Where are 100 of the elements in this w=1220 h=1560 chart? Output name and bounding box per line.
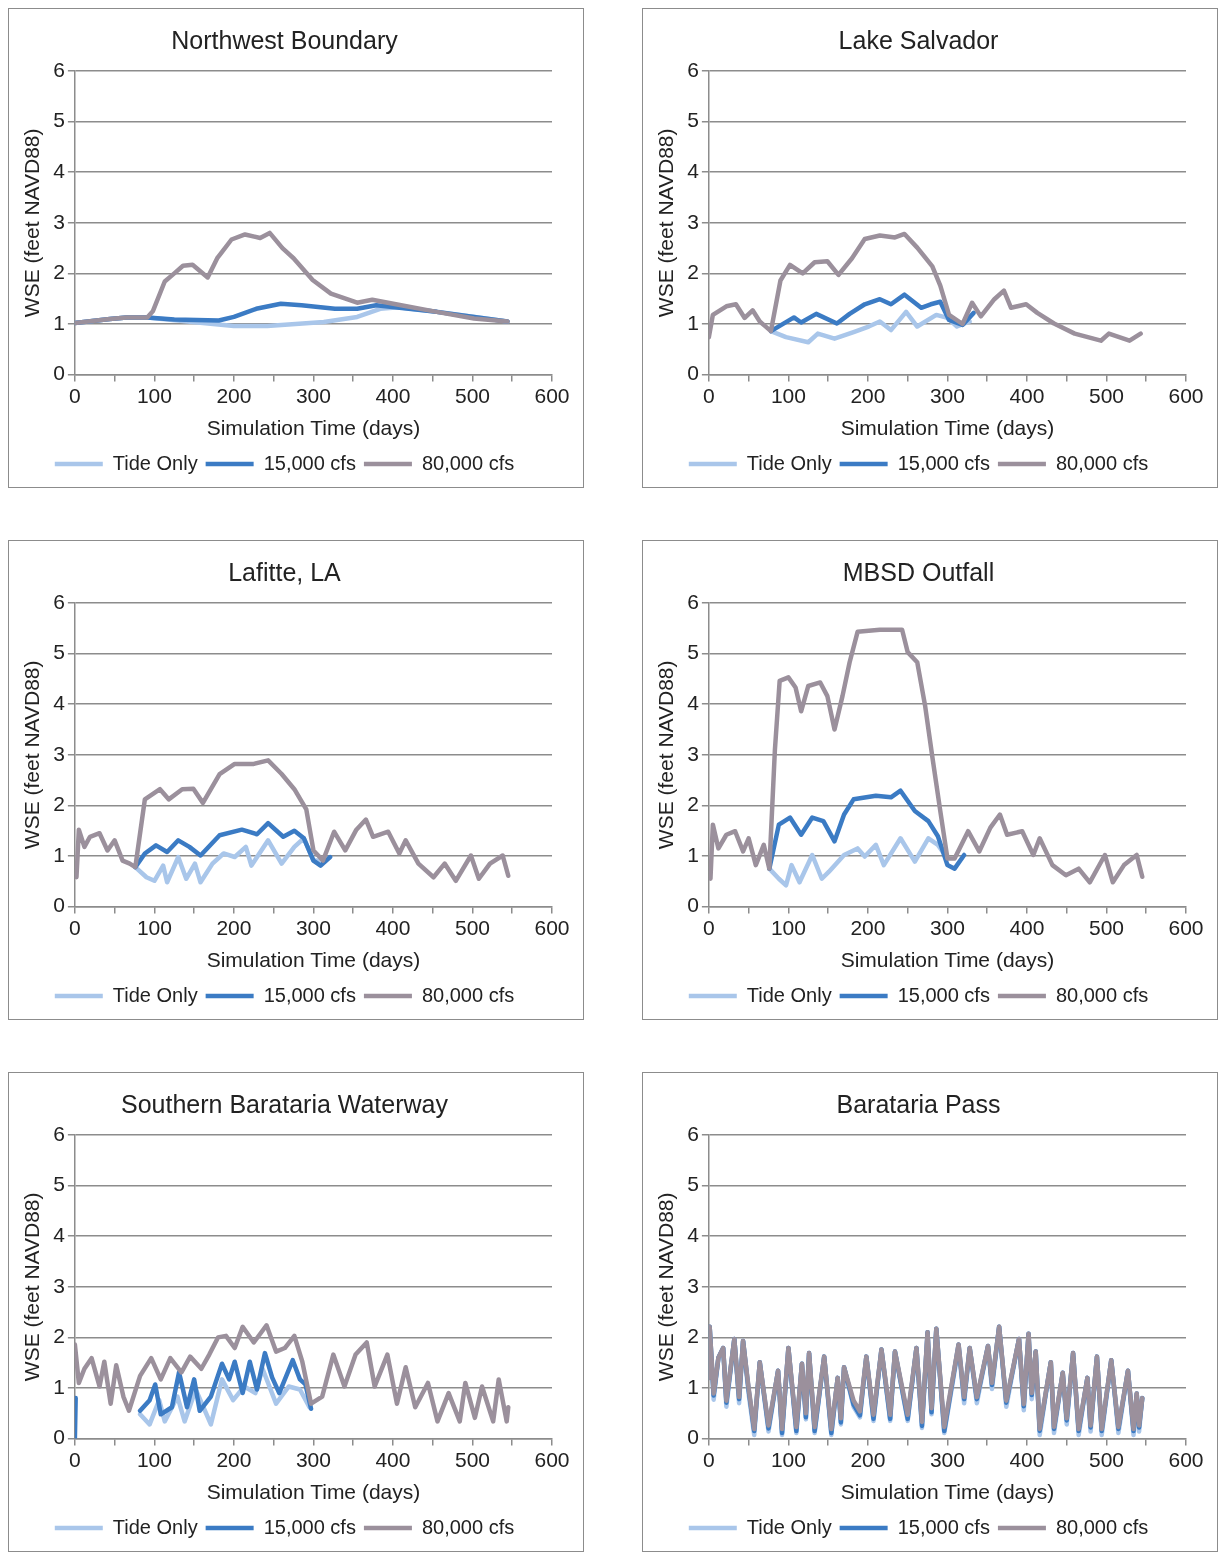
legend-label: Tide Only xyxy=(746,983,832,1006)
x-tick-label: 500 xyxy=(1088,384,1124,407)
legend-label: 80,000 cfs xyxy=(421,451,515,474)
y-tick-label: 2 xyxy=(687,260,699,284)
x-axis-title: Simulation Time (days) xyxy=(840,1480,1055,1504)
x-tick-label: 300 xyxy=(295,384,331,407)
y-tick-label: 3 xyxy=(53,741,65,765)
x-tick-label: 400 xyxy=(375,1448,411,1471)
x-tick-label: 500 xyxy=(454,384,490,407)
x-tick-label: 500 xyxy=(454,916,490,939)
y-tick-label: 5 xyxy=(687,1172,699,1196)
legend-label: 80,000 cfs xyxy=(1055,983,1149,1006)
legend-label: 15,000 cfs xyxy=(897,1515,990,1538)
y-tick-label: 4 xyxy=(53,1223,66,1246)
x-tick-label: 0 xyxy=(703,916,715,939)
y-tick-label: 1 xyxy=(53,310,65,334)
y-tick-label: 3 xyxy=(53,1273,65,1297)
x-axis-title: Simulation Time (days) xyxy=(840,948,1055,972)
chart-title: Barataria Pass xyxy=(836,1089,1001,1118)
x-axis-title: Simulation Time (days) xyxy=(206,416,421,440)
legend-label: 15,000 cfs xyxy=(897,983,990,1006)
x-tick-label: 300 xyxy=(929,1448,965,1471)
x-tick-label: 400 xyxy=(375,916,411,939)
y-axis-title: WSE (feet NAVD88) xyxy=(20,128,44,318)
y-tick-label: 1 xyxy=(53,1374,65,1398)
y-tick-label: 4 xyxy=(53,159,66,182)
y-tick-label: 0 xyxy=(687,893,699,917)
chart-title: Lake Salvador xyxy=(838,25,999,54)
x-tick-label: 200 xyxy=(216,916,252,939)
x-tick-label: 200 xyxy=(216,384,252,407)
x-tick-label: 0 xyxy=(69,1448,81,1471)
x-tick-label: 0 xyxy=(703,1448,715,1471)
x-tick-label: 100 xyxy=(770,384,806,407)
x-tick-label: 500 xyxy=(454,1448,490,1471)
legend-label: 15,000 cfs xyxy=(263,1515,356,1538)
x-tick-label: 200 xyxy=(850,916,886,939)
y-tick-label: 2 xyxy=(53,1324,65,1348)
x-tick-label: 0 xyxy=(69,384,81,407)
legend-label: Tide Only xyxy=(112,451,198,474)
chart-title: Northwest Boundary xyxy=(171,25,399,54)
y-tick-label: 6 xyxy=(687,1121,699,1145)
x-tick-label: 300 xyxy=(295,1448,331,1471)
legend-label: 15,000 cfs xyxy=(897,451,990,474)
x-tick-label: 100 xyxy=(136,916,172,939)
y-tick-label: 5 xyxy=(687,640,699,664)
x-tick-label: 400 xyxy=(1009,384,1045,407)
x-tick-label: 100 xyxy=(136,1448,172,1471)
y-tick-label: 5 xyxy=(53,1172,65,1196)
legend-label: 80,000 cfs xyxy=(421,983,515,1006)
x-tick-label: 200 xyxy=(850,384,886,407)
x-axis-title: Simulation Time (days) xyxy=(206,1480,421,1504)
x-tick-label: 600 xyxy=(1168,916,1204,939)
x-tick-label: 600 xyxy=(1168,384,1204,407)
y-tick-label: 3 xyxy=(687,741,699,765)
x-tick-label: 0 xyxy=(69,916,81,939)
y-tick-label: 2 xyxy=(687,792,699,816)
legend-label: 15,000 cfs xyxy=(263,983,356,1006)
x-tick-label: 400 xyxy=(375,384,411,407)
x-tick-label: 200 xyxy=(850,1448,886,1471)
x-tick-label: 500 xyxy=(1088,916,1124,939)
y-tick-label: 2 xyxy=(687,1324,699,1348)
y-tick-label: 3 xyxy=(53,209,65,233)
y-tick-label: 0 xyxy=(687,1425,699,1449)
y-tick-label: 1 xyxy=(53,842,65,866)
chart-title: Southern Barataria Waterway xyxy=(120,1089,449,1118)
y-axis-title: WSE (feet NAVD88) xyxy=(20,660,44,850)
y-tick-label: 6 xyxy=(687,589,699,613)
x-tick-label: 100 xyxy=(770,916,806,939)
y-tick-label: 3 xyxy=(687,1273,699,1297)
legend-label: 80,000 cfs xyxy=(1055,451,1149,474)
y-tick-label: 5 xyxy=(53,108,65,132)
x-tick-label: 600 xyxy=(534,1448,570,1471)
legend-label: 80,000 cfs xyxy=(1055,1515,1149,1538)
y-axis-title: WSE (feet NAVD88) xyxy=(654,1192,678,1382)
x-tick-label: 600 xyxy=(1168,1448,1204,1471)
y-tick-label: 0 xyxy=(53,1425,65,1449)
y-tick-label: 6 xyxy=(53,589,65,613)
chart-title: Lafitte, LA xyxy=(228,557,342,586)
y-tick-label: 0 xyxy=(53,361,65,385)
legend-label: 80,000 cfs xyxy=(421,1515,515,1538)
x-axis-title: Simulation Time (days) xyxy=(840,416,1055,440)
x-tick-label: 300 xyxy=(929,916,965,939)
legend-label: Tide Only xyxy=(746,1515,832,1538)
x-axis-title: Simulation Time (days) xyxy=(206,948,421,972)
y-tick-label: 0 xyxy=(687,361,699,385)
legend-label: Tide Only xyxy=(112,983,198,1006)
x-tick-label: 600 xyxy=(534,384,570,407)
y-tick-label: 6 xyxy=(53,1121,65,1145)
y-axis-title: WSE (feet NAVD88) xyxy=(654,128,678,318)
x-tick-label: 100 xyxy=(770,1448,806,1471)
x-tick-label: 200 xyxy=(216,1448,252,1471)
x-tick-label: 400 xyxy=(1009,1448,1045,1471)
legend-label: Tide Only xyxy=(112,1515,198,1538)
y-tick-label: 6 xyxy=(687,57,699,81)
y-tick-label: 5 xyxy=(53,640,65,664)
x-tick-label: 600 xyxy=(534,916,570,939)
y-axis-title: WSE (feet NAVD88) xyxy=(654,660,678,850)
y-tick-label: 1 xyxy=(687,842,699,866)
y-tick-label: 5 xyxy=(687,108,699,132)
x-tick-label: 500 xyxy=(1088,1448,1124,1471)
